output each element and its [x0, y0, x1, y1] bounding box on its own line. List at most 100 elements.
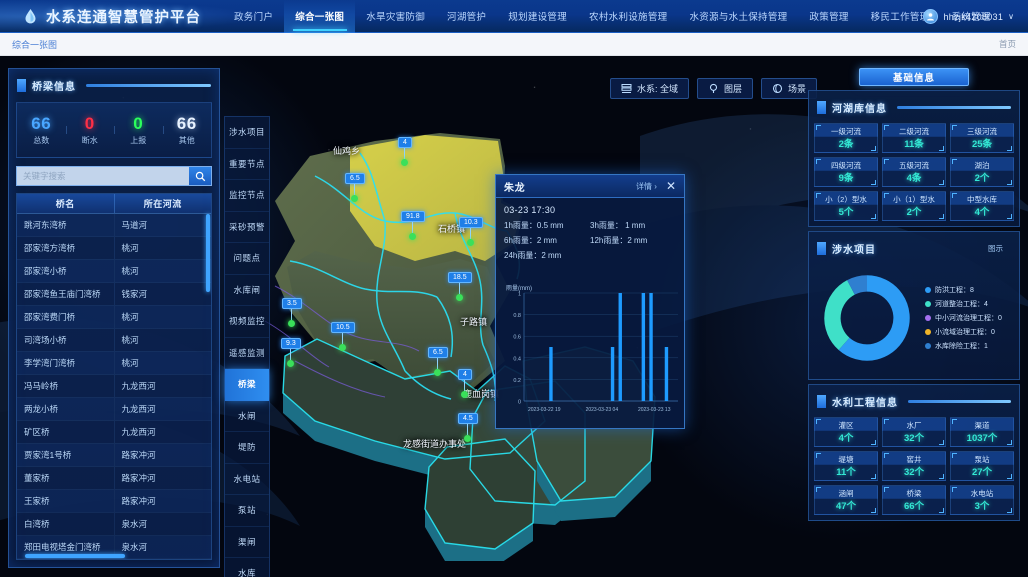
table-row[interactable]: 国家冲岗桥泉水河 [17, 558, 211, 559]
vmenu-item-9[interactable]: 水闸 [225, 401, 269, 432]
kpi-cell[interactable]: 涵闸 47个 [814, 485, 878, 515]
kpi-cell[interactable]: 水厂 32个 [882, 417, 946, 447]
nav-item-5[interactable]: 农村水利设施管理 [589, 12, 668, 23]
kpi-cell[interactable]: 泵站 27个 [950, 451, 1014, 481]
map-marker-2[interactable]: 91.8 [401, 211, 425, 240]
map-toolbar[interactable]: 水系: 全域 图层 场景 [610, 78, 818, 99]
kpi-cell[interactable]: 三级河流 25条 [950, 123, 1014, 153]
map-marker-0[interactable]: 4 [398, 137, 412, 166]
table-row[interactable]: 两龙小桥 九龙西河 [17, 397, 211, 421]
donut-segment-1[interactable] [824, 280, 856, 350]
kpi-cell[interactable]: 水电站 3个 [950, 485, 1014, 515]
vmenu-item-10[interactable]: 堤防 [225, 432, 269, 464]
chevron-down-icon[interactable]: ∨ [1008, 12, 1014, 21]
map-marker-8[interactable]: 6.5 [428, 347, 448, 376]
table-row[interactable]: 郑田电视塔金门湾桥 泉水河 [17, 535, 211, 559]
popup-detail-link[interactable]: 详情 › [636, 181, 657, 191]
vmenu-item-11[interactable]: 水电站 [225, 464, 269, 495]
map-marker-9[interactable]: 4 [458, 369, 472, 398]
kpi-cell[interactable]: 窖井 32个 [882, 451, 946, 481]
table-body[interactable]: 跳河东湾桥 马道河 邵家湾方湾桥 桃河 邵家湾小桥 桃河 邵家湾鱼王庙门湾桥 钱家河 邵家湾费门… [17, 213, 211, 559]
vmenu-item-7[interactable]: 遥感监测 [225, 338, 269, 369]
table-row[interactable]: 李学湾门湾桥 桃河 [17, 351, 211, 375]
map-marker-3[interactable]: 10.3 [459, 217, 483, 246]
donut-segment-4[interactable] [847, 275, 868, 295]
vmenu-item-3[interactable]: 采砂预警 [225, 212, 269, 243]
nav-item-3[interactable]: 河湖管护 [447, 12, 487, 23]
map-stage[interactable]: 仙鸡乡 石桥镇 子路镇 鹿血岗镇 龙感街道办事处 4 6.5 91.8 10.3 18.5 3.5… [0, 56, 1028, 577]
vmenu-item-0[interactable]: 涉水项目 [225, 117, 269, 149]
breadcrumb-home-link[interactable]: 首页 [998, 39, 1016, 49]
vmenu-item-6[interactable]: 视频监控 [225, 306, 269, 338]
layer-category-menu[interactable]: 涉水项目 重要节点 监控节点 采砂预警 问题点 水库闸 视频监控 遥感监测 桥梁 水闸 堤防 水电站泵… [224, 116, 270, 577]
toolbar-button-0[interactable]: 水系: 全域 [610, 78, 690, 99]
table-row[interactable]: 跳河东湾桥 马道河 [17, 213, 211, 237]
vmenu-item-12[interactable]: 泵站 [225, 495, 269, 527]
kpi-cell[interactable]: 中型水库 4个 [950, 191, 1014, 221]
projects-legend-toggle[interactable]: 图示 [988, 243, 1003, 253]
kpi-cell[interactable]: 小（2）型水 5个 [814, 191, 878, 221]
table-row[interactable]: 邵家湾鱼王庙门湾桥 钱家河 [17, 282, 211, 306]
nav-item-7[interactable]: 政策管理 [809, 12, 849, 23]
kpi-cell[interactable]: 湖泊 2个 [950, 157, 1014, 187]
nav-item-6[interactable]: 水资源与水土保持管理 [689, 12, 788, 23]
map-marker-1[interactable]: 6.5 [345, 173, 365, 202]
vmenu-item-13[interactable]: 渠闸 [225, 527, 269, 558]
kpi-cell[interactable]: 渠道 1037个 [950, 417, 1014, 447]
nav-item-8[interactable]: 移民工作管理 [870, 12, 930, 23]
table-row[interactable]: 司湾场小桥 桃河 [17, 328, 211, 352]
nav-item-4[interactable]: 规划建设管理 [508, 12, 568, 23]
kpi-cell[interactable]: 小（1）型水 2个 [882, 191, 946, 221]
map-marker-6[interactable]: 10.5 [331, 322, 355, 351]
close-icon[interactable]: ✕ [665, 179, 676, 193]
map-marker-4[interactable]: 18.5 [448, 272, 472, 301]
user-menu[interactable]: hhzjk4208031 ∨ [923, 0, 1014, 33]
vmenu-item-5[interactable]: 水库闸 [225, 275, 269, 306]
table-row[interactable]: 邵家湾方湾桥 桃河 [17, 236, 211, 260]
map-marker-5[interactable]: 3.5 [282, 298, 302, 327]
vmenu-item-1[interactable]: 重要节点 [225, 149, 269, 180]
table-row[interactable]: 王家桥 路家冲河 [17, 489, 211, 513]
nav-item-2[interactable]: 水旱灾害防御 [366, 12, 426, 23]
bridge-table-wrapper[interactable]: 桥名 所在河流 跳河东湾桥 马道河 邵家湾方湾桥 桃河 邵家湾小桥 桃河 邵家湾鱼王庙门湾桥钱… [16, 193, 212, 560]
table-row[interactable]: 董家桥 路家冲河 [17, 466, 211, 490]
legend-row-3[interactable]: 小流域治理工程：0 [925, 327, 1013, 337]
legend-row-1[interactable]: 河道整治工程：4 [925, 299, 1013, 309]
vertical-scrollbar[interactable] [206, 214, 210, 292]
table-row[interactable]: 冯马岭桥 九龙西河 [17, 374, 211, 398]
horizontal-scrollbar[interactable] [25, 554, 125, 558]
kpi-cell[interactable]: 二级河流 11条 [882, 123, 946, 153]
search-icon[interactable] [189, 167, 211, 185]
legend-row-4[interactable]: 水库除险工程：1 [925, 341, 1013, 351]
legend-row-0[interactable]: 防洪工程：8 [925, 285, 1013, 295]
map-marker-7[interactable]: 9.3 [281, 338, 301, 367]
vmenu-item-4[interactable]: 问题点 [225, 243, 269, 275]
breadcrumb-current[interactable]: 综合一张图 [12, 39, 58, 50]
basic-info-tab[interactable]: 基础信息 [859, 68, 969, 86]
toolbar-button-2[interactable]: 场景 [761, 78, 818, 99]
table-row[interactable]: 邵家湾小桥 桃河 [17, 259, 211, 283]
nav-item-9[interactable]: 系统管理 [951, 12, 991, 23]
kpi-cell[interactable]: 灌区 4个 [814, 417, 878, 447]
kpi-cell[interactable]: 四级河流 9条 [814, 157, 878, 187]
map-marker-10[interactable]: 4.5 [458, 413, 478, 442]
toolbar-button-1[interactable]: 图层 [697, 78, 754, 99]
search-bar[interactable] [16, 166, 212, 186]
vmenu-item-8[interactable]: 桥梁 [225, 369, 269, 401]
search-input[interactable] [17, 167, 189, 185]
table-row[interactable]: 矿区桥 九龙西河 [17, 420, 211, 444]
kpi-cell[interactable]: 一级河流 2条 [814, 123, 878, 153]
legend-row-2[interactable]: 中小河流治理工程：0 [925, 313, 1013, 323]
vmenu-item-14[interactable]: 水库 [225, 558, 269, 577]
table-row[interactable]: 白湾桥 泉水河 [17, 512, 211, 536]
station-detail-popup[interactable]: 朱龙 详情 › ✕ 03-23 17:30 1h雨量：0.5 mm 3h雨量： 1… [495, 174, 685, 429]
kpi-cell[interactable]: 堤塘 11个 [814, 451, 878, 481]
nav-item-1[interactable]: 综合一张图 [284, 0, 356, 33]
table-row[interactable]: 贾家湾1号桥 路家冲河 [17, 443, 211, 467]
vmenu-item-2[interactable]: 监控节点 [225, 180, 269, 212]
kpi-cell[interactable]: 五级河流 4条 [882, 157, 946, 187]
nav-item-0[interactable]: 政务门户 [234, 12, 274, 23]
table-row[interactable]: 邵家湾费门桥 桃河 [17, 305, 211, 329]
kpi-cell[interactable]: 桥梁 66个 [882, 485, 946, 515]
donut-segment-0[interactable] [838, 275, 910, 361]
